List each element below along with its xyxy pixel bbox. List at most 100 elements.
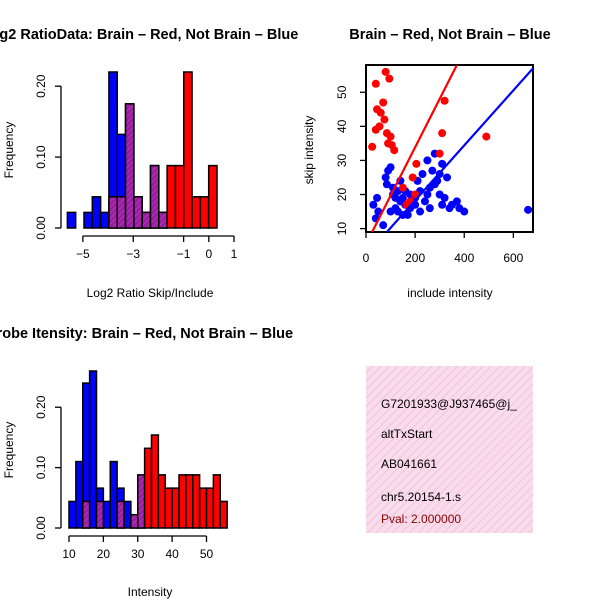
ratio-histogram-overlap-bar (158, 211, 168, 229)
intensity-histogram-red-bar (192, 474, 201, 529)
scatter-blue-point (416, 207, 425, 216)
intensity-histogram-panel: Probe Itensity: Brain – Red, Not Brain –… (0, 326, 293, 599)
intensity-histogram-ylabel: Frequency (2, 422, 16, 479)
scatter-blue-point (418, 170, 427, 179)
intensity-histogram-y-tick-label: 0.10 (34, 456, 48, 480)
scatter-blue-point (386, 207, 395, 216)
scatter-red-point (379, 98, 388, 107)
ratio-histogram-x-tick-label: −3 (126, 247, 140, 261)
ratio-histogram-overlap-bar (116, 196, 127, 229)
scatter-red-point (408, 173, 417, 182)
ratio-histogram-blue-bar (66, 211, 77, 229)
ratio-histogram-axes: −5 −3 −1 0 1 0.00 0.10 0.20 (34, 74, 238, 261)
scatter-blue-point (382, 180, 391, 189)
ratio-histogram-x-tick-label: −1 (177, 247, 191, 261)
intensity-histogram-x-tick-label: 50 (200, 547, 214, 561)
scatter-x-tick-label: 200 (405, 251, 425, 265)
scatter-red-point (440, 96, 449, 105)
intensity-histogram-red-bar (205, 487, 215, 529)
ratio-histogram-overlap-bar (149, 164, 160, 229)
ratio-histogram-overlap-bar (141, 211, 152, 229)
intensity-histogram-blue-bar (88, 370, 98, 529)
ratio-histogram-bars (66, 71, 218, 229)
intensity-histogram-x-tick-label: 30 (131, 547, 145, 561)
intensity-histogram-red-bar (157, 474, 166, 529)
scatter-blue-point (425, 204, 434, 213)
ratio-histogram-blue-bar (83, 211, 94, 229)
scatter-red-point (385, 74, 394, 83)
intensity-histogram-overlap-bar (130, 513, 139, 529)
pval-text: Pval: 2.000000 (381, 512, 461, 526)
intensity-histogram-y-tick-label: 0.20 (34, 395, 48, 419)
ratio-histogram-x-tick-label: −5 (76, 247, 90, 261)
ratio-histogram-panel: Log2 RatioData: Brain – Red, Not Brain –… (0, 27, 298, 300)
scatter-blue-point (524, 205, 533, 214)
intensity-histogram-y-tick-label: 0.00 (34, 516, 48, 540)
intensity-histogram-title: Probe Itensity: Brain – Red, Not Brain –… (0, 326, 293, 342)
scatter-y-tick-label: 10 (335, 222, 349, 236)
ratio-histogram-x-tick-label: 1 (231, 247, 238, 261)
intensity-histogram-blue-bar (102, 500, 111, 529)
scatter-red-point (384, 139, 393, 148)
intensity-histogram-axes: 10 20 30 40 50 0.00 0.10 0.20 (34, 395, 213, 561)
accession-text: AB041661 (381, 457, 437, 471)
intensity-histogram-x-tick-label: 20 (97, 547, 111, 561)
location-text: chr5.20154-1.s (381, 490, 461, 504)
intensity-histogram-red-bar (212, 474, 221, 529)
ratio-histogram-blue-bar (99, 211, 110, 229)
scatter-panel: Brain – Red, Not Brain – Blue include in… (302, 27, 551, 300)
scatter-blue-point (403, 210, 412, 219)
intensity-histogram-red-bar (150, 434, 160, 529)
scatter-blue-point (435, 190, 444, 199)
scatter-red-point (375, 122, 384, 131)
ratio-histogram-red-bar (207, 164, 218, 229)
ratio-histogram-red-bar (174, 164, 185, 229)
scatter-red-point (398, 183, 407, 192)
ratio-histogram-red-bar (166, 164, 177, 229)
intensity-histogram-blue-bar (109, 460, 118, 529)
intensity-histogram-overlap-bar (95, 500, 105, 529)
intensity-histogram-overlap-bar (137, 474, 146, 529)
scatter-red-point (390, 146, 399, 155)
scatter-ylabel: skip intensity (302, 116, 316, 185)
scatter-blue-point (443, 173, 452, 182)
ratio-histogram-blue-bar (91, 196, 102, 229)
scatter-axes: 0 200 400 600 10 20 30 40 50 (335, 85, 524, 265)
scatter-marks (368, 65, 533, 232)
ratio-histogram-y-tick-label: 0.10 (34, 145, 48, 169)
ratio-histogram-overlap-bar (124, 103, 135, 229)
intensity-histogram-blue-bar (75, 460, 84, 529)
intensity-histogram-xlabel: Intensity (128, 585, 173, 599)
scatter-red-point (386, 132, 395, 141)
intensity-histogram-blue-bar (123, 500, 132, 529)
scatter-red-point (368, 142, 377, 151)
scatter-blue-point (438, 200, 447, 209)
scatter-blue-point (379, 221, 388, 230)
ratio-histogram-xlabel: Log2 Ratio Skip/Include (87, 286, 214, 300)
info-panel: G7201933@J937465@j_ altTxStart AB041661 … (366, 366, 533, 533)
scatter-blue-point (438, 159, 447, 168)
intensity-histogram-red-bar (164, 487, 173, 529)
ratio-histogram-y-tick-label: 0.20 (34, 74, 48, 98)
ratio-histogram-red-bar (182, 71, 193, 229)
scatter-blue-point (460, 207, 469, 216)
intensity-histogram-blue-bar (68, 500, 77, 529)
scatter-x-tick-label: 400 (454, 251, 474, 265)
intensity-histogram-x-tick-label: 40 (165, 547, 179, 561)
scatter-blue-fit-line (386, 67, 533, 232)
scatter-red-point (435, 149, 444, 158)
intensity-histogram-red-bar (178, 474, 187, 529)
scatter-blue-point (423, 156, 432, 165)
ratio-histogram-x-tick-label: 0 (205, 247, 212, 261)
info-panel-background (366, 366, 533, 533)
scatter-blue-point (452, 197, 461, 206)
ratio-histogram-overlap-bar (133, 196, 143, 229)
event-type-text: altTxStart (381, 427, 433, 441)
intensity-histogram-red-bar (219, 500, 228, 529)
scatter-y-tick-label: 50 (335, 85, 349, 99)
scatter-red-point (381, 67, 390, 76)
probe-id-text: G7201933@J937465@j_ (381, 397, 517, 411)
scatter-red-point (373, 105, 382, 114)
scatter-blue-point (428, 166, 437, 175)
